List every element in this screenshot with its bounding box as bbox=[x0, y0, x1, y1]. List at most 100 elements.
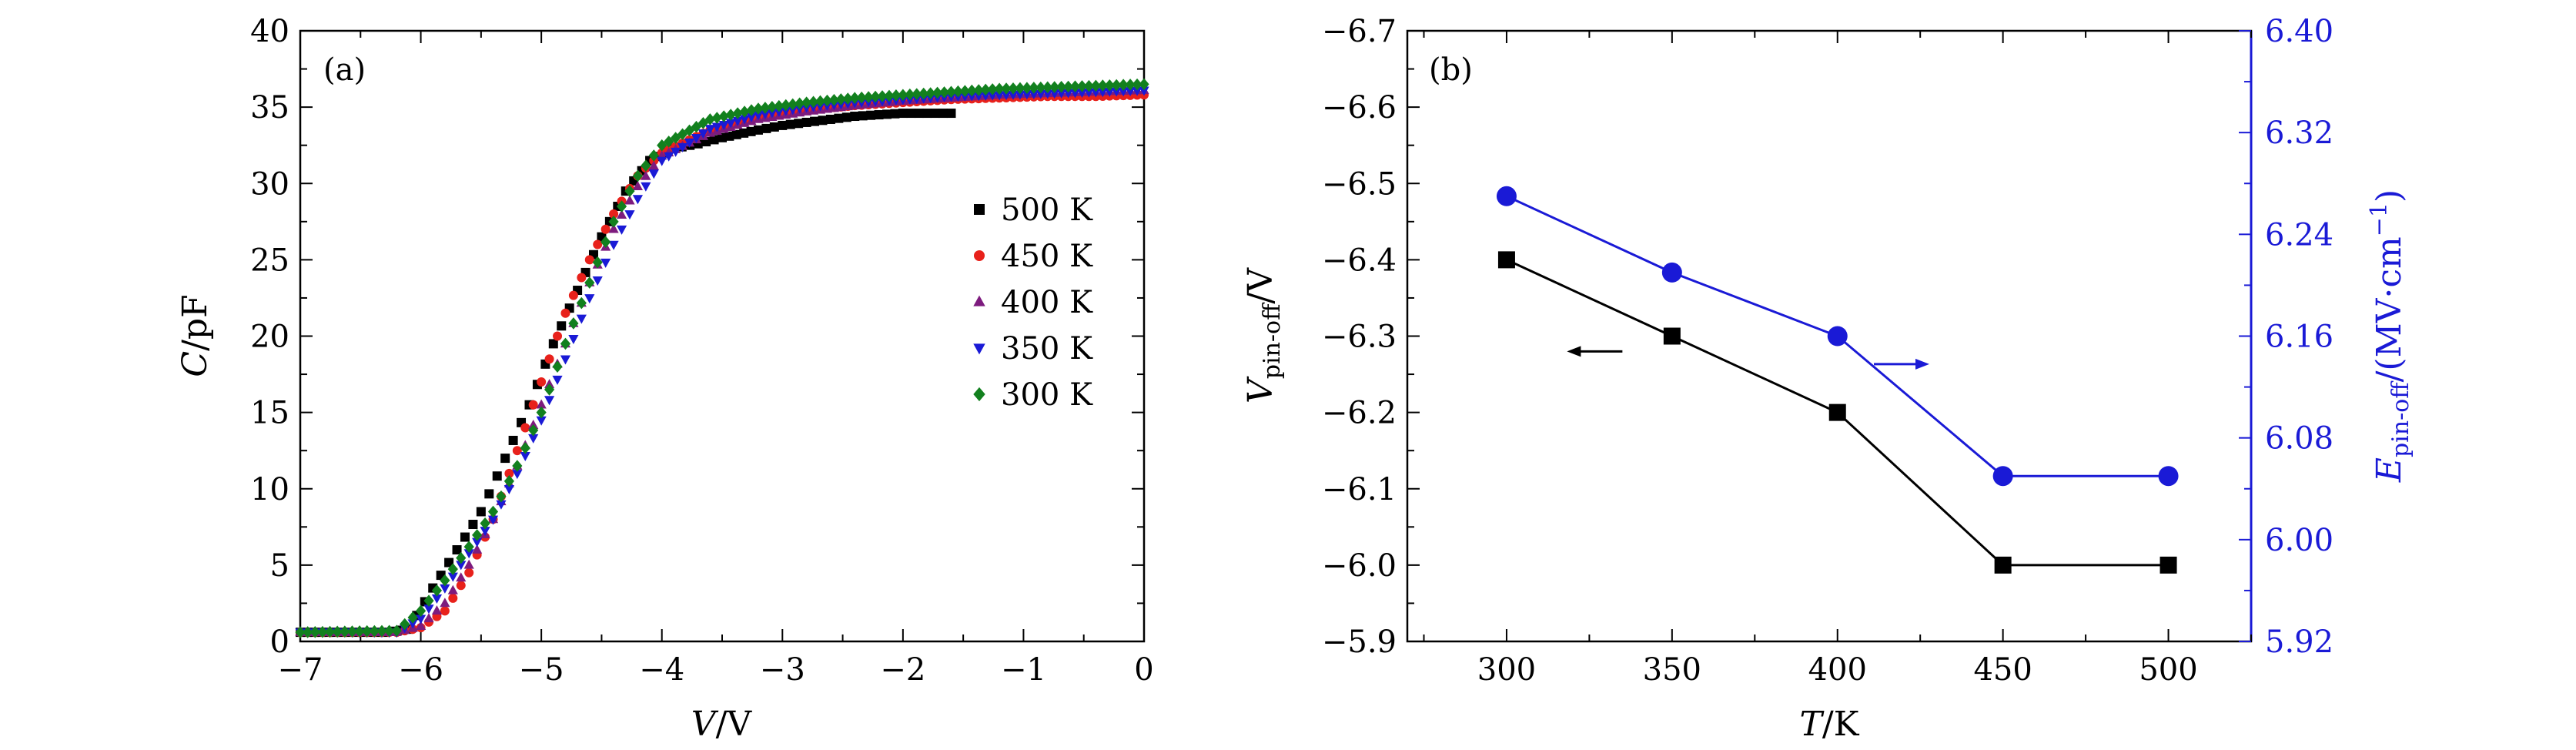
panel-a-point bbox=[648, 160, 659, 170]
panel-a-point bbox=[850, 112, 860, 122]
panel-a-point bbox=[1022, 90, 1032, 100]
panel-a-point bbox=[959, 85, 970, 97]
panel-a-point bbox=[601, 224, 611, 234]
panel-a-point bbox=[632, 169, 643, 182]
panel-b-data bbox=[1496, 186, 2179, 574]
panel-a-point bbox=[1104, 87, 1115, 97]
panel-a-point bbox=[487, 505, 499, 518]
panel-a-chart: −7 −6 −5 −4 −3 −2 −1 0 0 5 10 15 20 25 30 35 40 (a) 500 … bbox=[176, 14, 1154, 744]
panel-a-point bbox=[576, 296, 587, 310]
panel-a-point bbox=[691, 133, 702, 143]
panel-a-point bbox=[632, 181, 643, 191]
panel-a-point bbox=[1008, 90, 1019, 100]
panel-b-label: (b) bbox=[1429, 52, 1473, 88]
panel-a-point bbox=[925, 87, 936, 99]
panel-a-point bbox=[616, 225, 627, 235]
panel-a-point bbox=[731, 129, 741, 139]
panel-b-y-left-tick-label: −6.0 bbox=[1322, 548, 1397, 584]
panel-a-point bbox=[938, 109, 948, 119]
panel-a-label: (a) bbox=[323, 52, 366, 88]
panel-a-point bbox=[1132, 78, 1142, 91]
panel-b-ylabel-right-sup: −1 bbox=[2366, 203, 2393, 236]
panel-a-point bbox=[767, 101, 778, 113]
panel-a-point bbox=[918, 87, 929, 100]
panel-a-point bbox=[456, 561, 467, 571]
panel-a-y-tick-label: 15 bbox=[250, 396, 289, 431]
panel-b-ylabel-right-sub: pin-off bbox=[2387, 380, 2414, 457]
panel-a-xlabel: V/V bbox=[691, 705, 753, 744]
panel-a-point bbox=[912, 88, 922, 100]
panel-a-point bbox=[608, 223, 619, 233]
panel-a-point bbox=[1056, 80, 1067, 93]
panel-a-point bbox=[781, 106, 791, 116]
panel-b-y-left-tick-label: −6.1 bbox=[1322, 472, 1397, 507]
panel-a-y-tick-label: 30 bbox=[250, 166, 289, 202]
panel-a-point bbox=[568, 335, 579, 345]
panel-a-point bbox=[544, 383, 555, 396]
panel-a-point bbox=[684, 124, 695, 137]
panel-a-point bbox=[456, 581, 466, 591]
panel-a-point bbox=[577, 273, 587, 283]
panel-a-point bbox=[946, 109, 956, 119]
panel-a-point bbox=[973, 92, 984, 102]
panel-a-point bbox=[932, 86, 943, 99]
panel-a-point bbox=[584, 255, 594, 265]
panel-a-point bbox=[841, 112, 851, 122]
panel-a-point bbox=[609, 209, 619, 219]
panel-a-point bbox=[767, 109, 778, 119]
panel-b-x-tick-label: 350 bbox=[1643, 652, 1701, 688]
panel-b-y-right-tick-label: 6.16 bbox=[2265, 320, 2333, 355]
panel-a-point bbox=[858, 111, 868, 121]
legend-label: 400 K bbox=[1001, 285, 1093, 320]
panel-a-point bbox=[794, 119, 804, 129]
panel-a-point bbox=[725, 109, 736, 121]
panel-b-ylabel-right-var: E bbox=[2370, 457, 2409, 483]
panel-b-point bbox=[1828, 403, 1846, 421]
panel-a-y-tick-label: 35 bbox=[250, 90, 289, 126]
legend-label: 450 K bbox=[1001, 239, 1093, 274]
panel-a-point bbox=[536, 399, 547, 409]
panel-a-point bbox=[431, 594, 443, 604]
panel-a-point bbox=[1022, 82, 1032, 95]
panel-a-point bbox=[512, 470, 523, 480]
panel-a-point bbox=[1029, 90, 1039, 100]
panel-a-point bbox=[317, 625, 328, 638]
panel-a-point bbox=[423, 594, 434, 607]
panel-a-y-tick-label: 25 bbox=[250, 243, 289, 278]
panel-a-point bbox=[882, 109, 892, 119]
panel-b-x-tick-label: 500 bbox=[2139, 652, 2197, 688]
panel-b-y-right-tick-label: 6.00 bbox=[2265, 523, 2333, 558]
panel-a-point bbox=[1069, 80, 1081, 93]
panel-a-point bbox=[431, 584, 443, 597]
panel-a-point bbox=[376, 624, 387, 638]
panel-a-point bbox=[709, 135, 719, 145]
panel-a-point bbox=[520, 442, 530, 454]
panel-a-point bbox=[1035, 81, 1046, 94]
panel-a-point bbox=[1139, 78, 1149, 91]
panel-a-point bbox=[641, 170, 651, 180]
panel-a-point bbox=[1056, 89, 1067, 99]
panel-a-point bbox=[891, 89, 902, 102]
panel-a-point bbox=[423, 604, 434, 614]
panel-b-y-left-tick-label: −6.7 bbox=[1322, 14, 1397, 49]
panel-a-point bbox=[1118, 79, 1129, 92]
panel-a-point bbox=[324, 625, 336, 638]
panel-a-point bbox=[557, 321, 567, 331]
panel-a-point bbox=[1062, 80, 1074, 93]
panel-a-point bbox=[952, 85, 964, 98]
panel-a-ylabel-var: C bbox=[176, 351, 215, 377]
panel-b-y-left-tick-label: −6.4 bbox=[1322, 243, 1397, 278]
panel-a-point bbox=[1132, 86, 1142, 96]
panel-b-x-tick-label: 450 bbox=[1973, 652, 2032, 688]
panel-a-point bbox=[584, 294, 595, 304]
panel-a-point bbox=[544, 396, 555, 406]
panel-a-y-tick-label: 0 bbox=[270, 624, 289, 660]
panel-a-point bbox=[1029, 82, 1039, 94]
panel-a-point bbox=[332, 625, 343, 638]
panel-a-point bbox=[980, 83, 991, 96]
panel-a-point bbox=[761, 123, 771, 133]
panel-b-ylabel-right: Epin-off/(MV·cm−1) bbox=[2366, 189, 2414, 483]
panel-b-chart: 300 350 400 450 500 −6.7 −6.6 −6.5 −6.4 −6.3 −6.2 −… bbox=[1241, 14, 2414, 744]
panel-a-ylabel: C/pF bbox=[176, 294, 215, 377]
panel-a-point bbox=[1083, 88, 1095, 98]
